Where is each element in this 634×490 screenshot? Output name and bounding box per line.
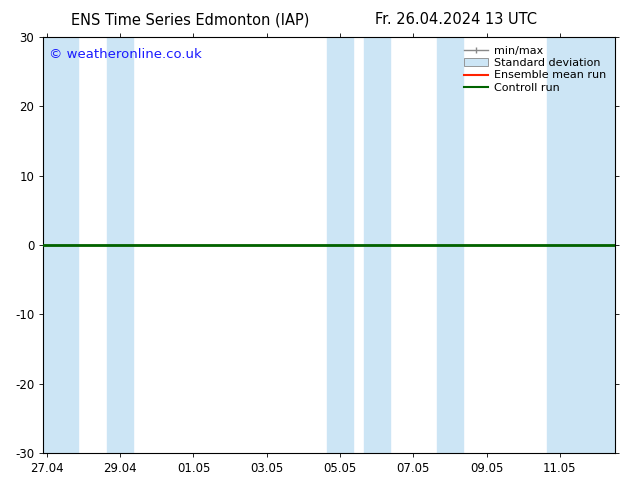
Bar [43, 37, 78, 453]
Bar [107, 37, 133, 453]
Text: Fr. 26.04.2024 13 UTC: Fr. 26.04.2024 13 UTC [375, 12, 538, 27]
Bar [327, 37, 353, 453]
Text: ENS Time Series Edmonton (IAP): ENS Time Series Edmonton (IAP) [71, 12, 309, 27]
Bar [437, 37, 463, 453]
Legend: min/max, Standard deviation, Ensemble mean run, Controll run: min/max, Standard deviation, Ensemble me… [460, 43, 609, 96]
Text: © weatheronline.co.uk: © weatheronline.co.uk [49, 48, 202, 61]
Bar [547, 37, 615, 453]
Bar [364, 37, 389, 453]
